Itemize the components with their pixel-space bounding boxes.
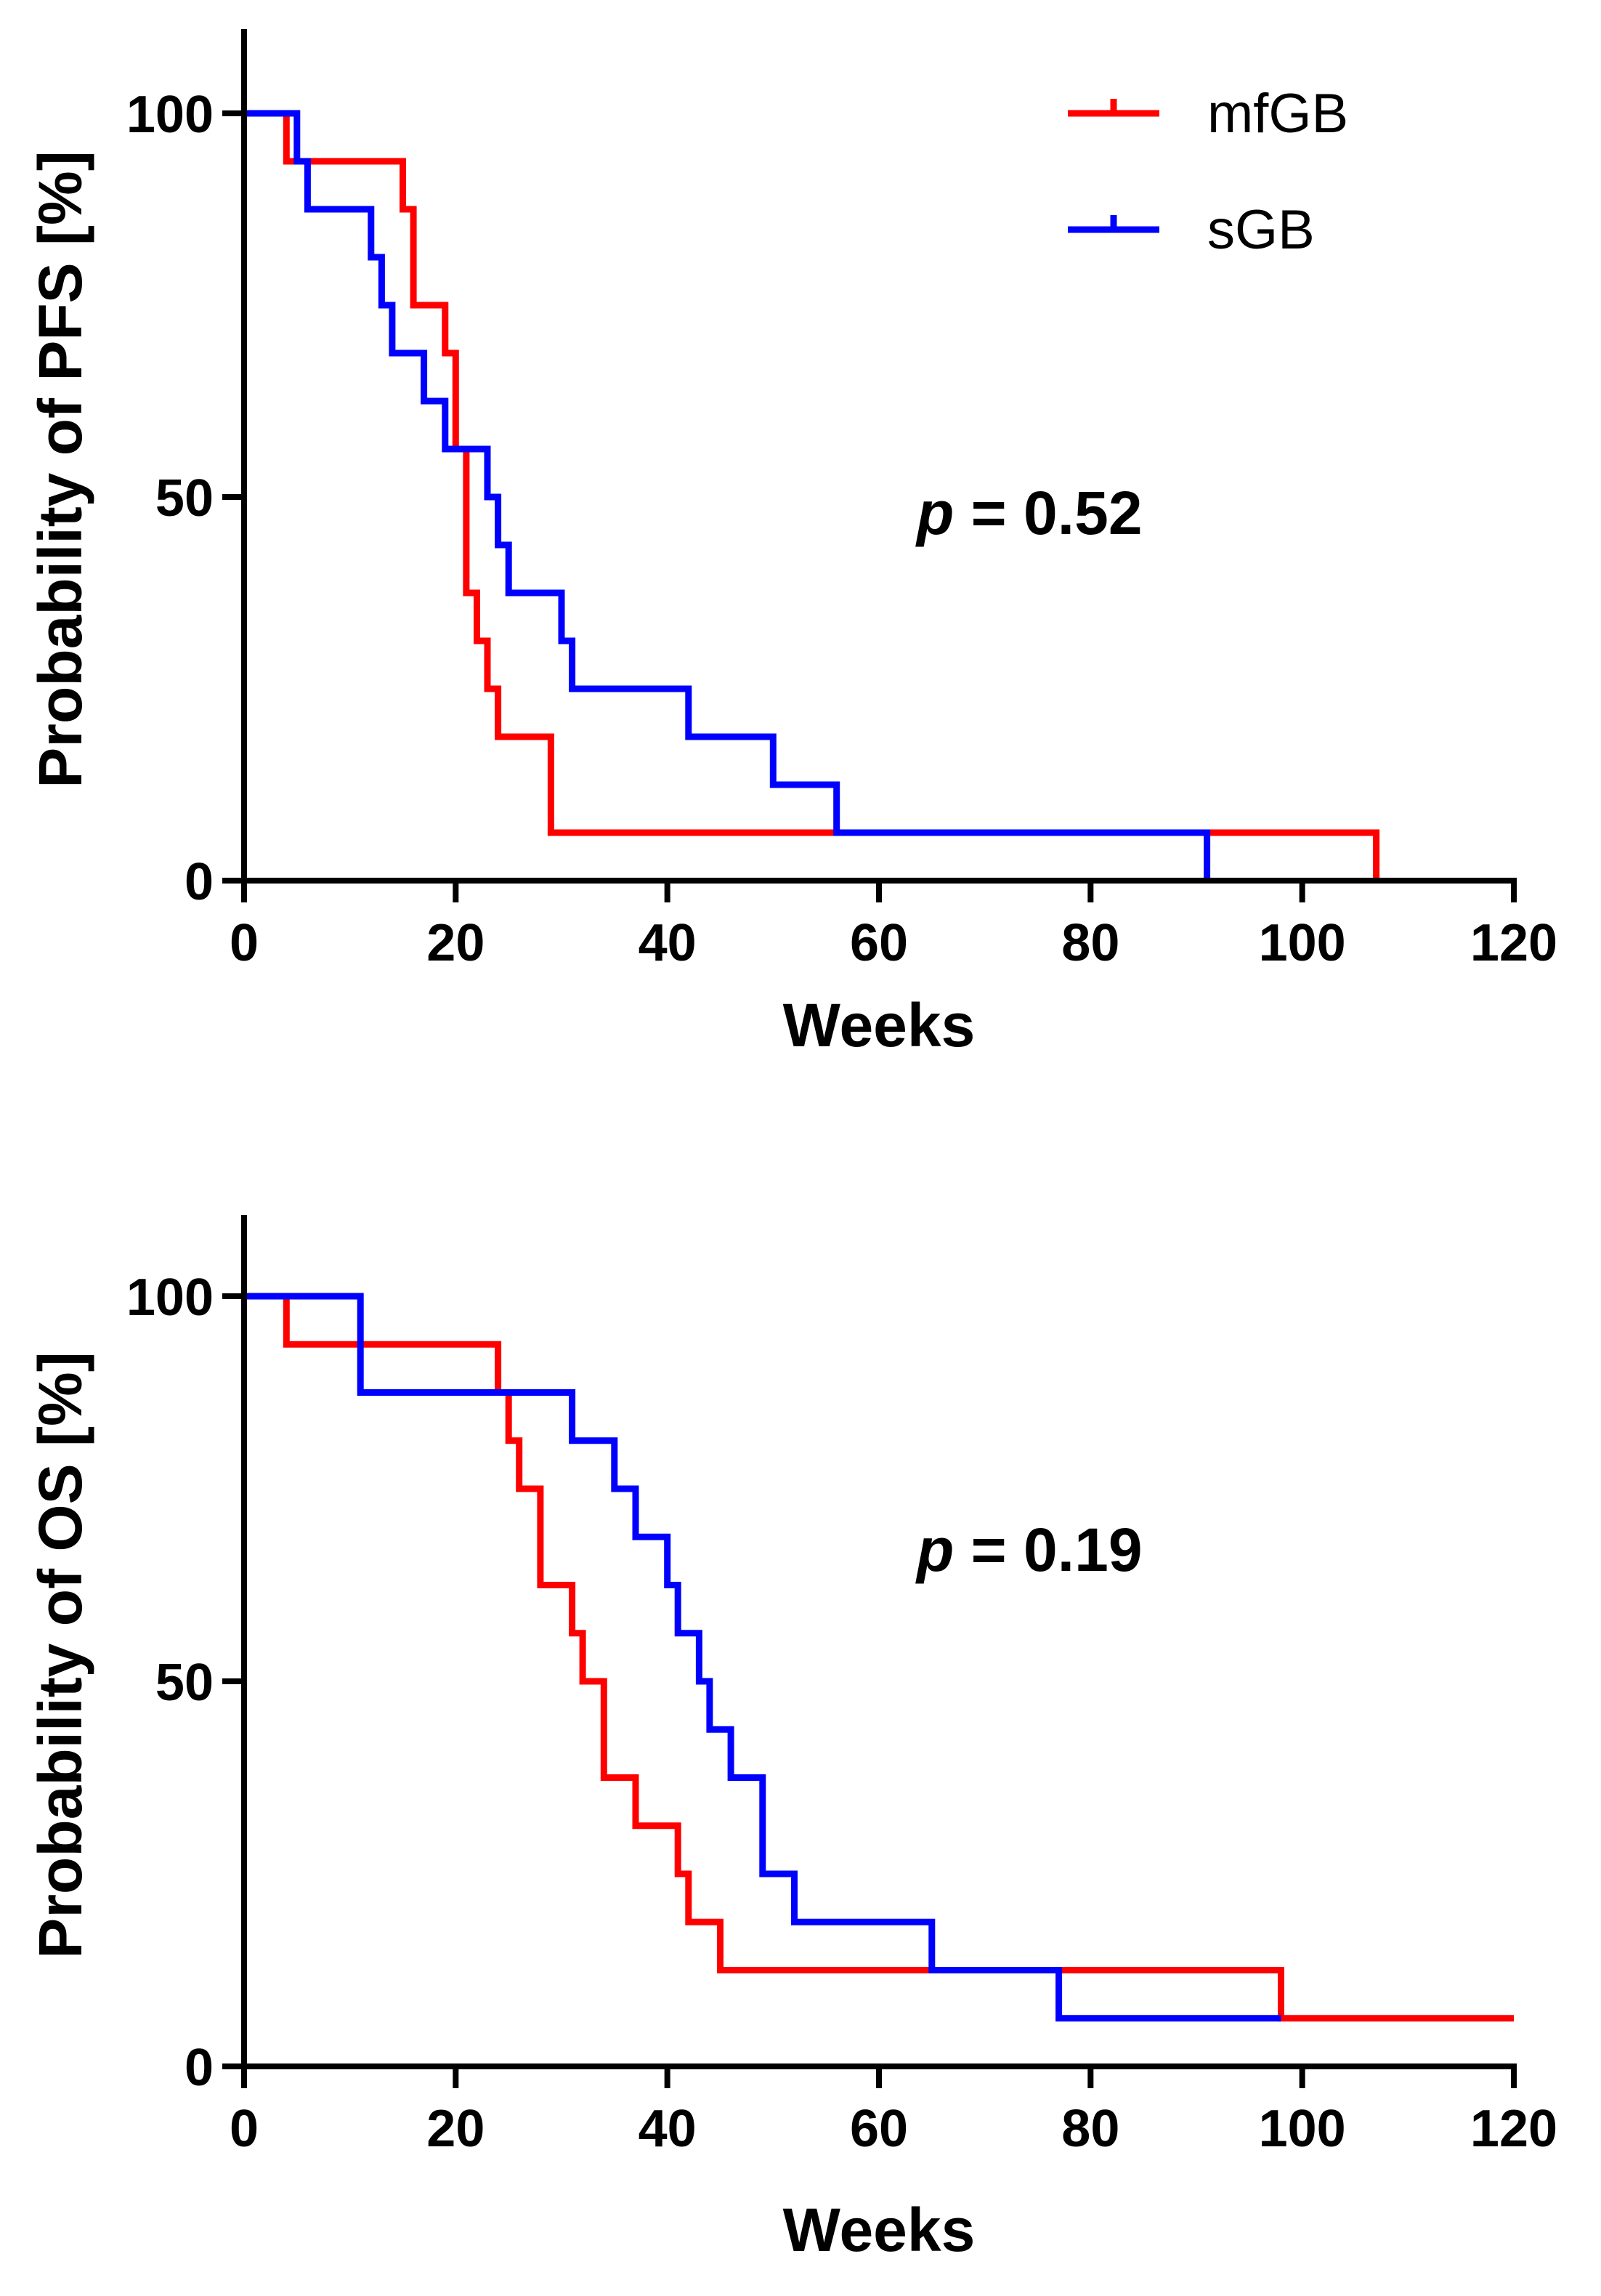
y-tick-label: 100 bbox=[126, 1269, 214, 1327]
y-axis-title: Probability of OS [%] bbox=[26, 1351, 94, 1958]
x-tick-label: 100 bbox=[1259, 914, 1346, 972]
legend: mfGB sGB bbox=[1068, 83, 1348, 261]
x-tick-label: 100 bbox=[1259, 2100, 1346, 2158]
x-tick-label: 120 bbox=[1470, 2100, 1557, 2158]
series-line-mfGB bbox=[244, 110, 1380, 881]
p-symbol: p bbox=[915, 479, 954, 547]
series-line-mfGB bbox=[244, 1293, 1514, 2022]
x-tick-label: 20 bbox=[426, 914, 485, 972]
x-tick-label: 80 bbox=[1061, 2100, 1119, 2158]
x-tick-label: 120 bbox=[1470, 914, 1557, 972]
x-tick-label: 20 bbox=[426, 2100, 485, 2158]
x-axis-title: Weeks bbox=[783, 991, 976, 1059]
x-tick-label: 60 bbox=[850, 914, 908, 972]
x-tick-label: 80 bbox=[1061, 914, 1119, 972]
series-line-sGB bbox=[244, 110, 1211, 881]
y-tick-label: 100 bbox=[126, 86, 214, 144]
p-value-text: = 0.52 bbox=[954, 479, 1142, 547]
y-tick-label: 0 bbox=[185, 853, 214, 911]
p-value-annotation: p = 0.52 bbox=[915, 479, 1143, 547]
y-tick-label: 50 bbox=[155, 1654, 214, 1712]
x-tick-label: 40 bbox=[639, 2100, 697, 2158]
p-symbol: p bbox=[915, 1516, 954, 1584]
x-axis-title: Weeks bbox=[783, 2196, 976, 2264]
x-tick-label: 0 bbox=[230, 2100, 259, 2158]
x-tick-label: 40 bbox=[639, 914, 697, 972]
y-tick-label: 50 bbox=[155, 469, 214, 527]
y-tick-label: 0 bbox=[185, 2039, 214, 2097]
legend-label-sGB: sGB bbox=[1207, 199, 1315, 261]
x-tick-label: 60 bbox=[850, 2100, 908, 2158]
series-line-sGB bbox=[244, 1293, 1281, 2022]
x-tick-label: 0 bbox=[230, 914, 259, 972]
p-value-text: = 0.19 bbox=[954, 1516, 1142, 1584]
pfs-chart: 0 20 40 60 80 100 120 0 50 100 Weeks Probability of… bbox=[26, 29, 1557, 1059]
y-axis-title: Probability of PFS [%] bbox=[26, 150, 94, 788]
legend-label-mfGB: mfGB bbox=[1207, 83, 1348, 145]
os-chart: 0 20 40 60 80 100 120 0 50 100 Weeks Probability of… bbox=[26, 1215, 1557, 2264]
p-value-annotation: p = 0.19 bbox=[915, 1516, 1143, 1584]
